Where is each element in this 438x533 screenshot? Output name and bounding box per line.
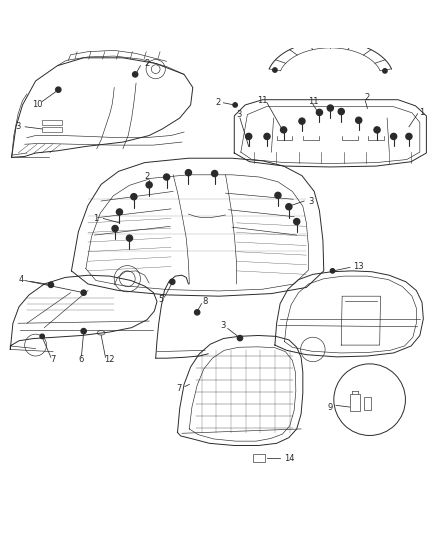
Circle shape xyxy=(316,109,322,116)
Text: 5: 5 xyxy=(159,295,164,304)
Circle shape xyxy=(406,133,412,140)
Circle shape xyxy=(48,282,53,287)
Circle shape xyxy=(81,290,86,295)
Text: 11: 11 xyxy=(258,96,268,105)
Text: 6: 6 xyxy=(78,354,83,364)
Text: 8: 8 xyxy=(202,297,208,306)
Circle shape xyxy=(391,133,397,140)
FancyBboxPatch shape xyxy=(42,120,62,125)
FancyBboxPatch shape xyxy=(350,394,360,411)
Circle shape xyxy=(81,328,86,334)
Text: 3: 3 xyxy=(308,197,313,206)
Text: 1: 1 xyxy=(420,108,425,117)
Circle shape xyxy=(163,174,170,180)
Circle shape xyxy=(56,87,61,92)
Circle shape xyxy=(40,334,44,338)
Circle shape xyxy=(374,127,380,133)
FancyBboxPatch shape xyxy=(364,397,371,410)
Text: 2: 2 xyxy=(145,173,150,182)
Text: 2: 2 xyxy=(365,93,370,102)
Circle shape xyxy=(146,182,152,188)
Text: 7: 7 xyxy=(50,355,56,364)
Text: 10: 10 xyxy=(32,100,43,109)
Circle shape xyxy=(281,127,287,133)
Circle shape xyxy=(383,69,387,73)
Circle shape xyxy=(233,103,237,107)
Text: 11: 11 xyxy=(307,97,318,106)
Text: 12: 12 xyxy=(104,355,114,364)
Text: 3: 3 xyxy=(236,110,241,119)
FancyBboxPatch shape xyxy=(253,454,265,462)
Text: 13: 13 xyxy=(353,262,364,271)
Circle shape xyxy=(133,72,138,77)
Circle shape xyxy=(330,269,335,273)
Text: 7: 7 xyxy=(176,384,181,393)
Circle shape xyxy=(246,133,252,140)
Circle shape xyxy=(286,204,292,210)
Text: 3: 3 xyxy=(15,122,21,131)
Text: 9: 9 xyxy=(327,402,332,411)
Circle shape xyxy=(194,310,200,315)
Circle shape xyxy=(275,192,281,198)
Circle shape xyxy=(185,169,191,176)
Circle shape xyxy=(299,118,305,124)
Circle shape xyxy=(237,335,243,341)
Circle shape xyxy=(327,105,333,111)
Text: 2: 2 xyxy=(215,98,221,107)
Circle shape xyxy=(264,133,270,140)
Text: 4: 4 xyxy=(19,275,24,284)
Text: 3: 3 xyxy=(221,321,226,330)
Circle shape xyxy=(212,171,218,176)
Circle shape xyxy=(273,68,277,72)
Text: 14: 14 xyxy=(284,454,294,463)
Circle shape xyxy=(117,209,123,215)
Circle shape xyxy=(293,219,300,224)
Text: 1: 1 xyxy=(93,214,99,223)
Circle shape xyxy=(112,225,118,232)
Circle shape xyxy=(131,193,137,200)
Circle shape xyxy=(170,279,175,285)
Circle shape xyxy=(338,109,344,115)
Circle shape xyxy=(356,117,362,123)
FancyBboxPatch shape xyxy=(42,127,62,132)
Text: 2: 2 xyxy=(145,59,150,68)
Circle shape xyxy=(127,235,133,241)
